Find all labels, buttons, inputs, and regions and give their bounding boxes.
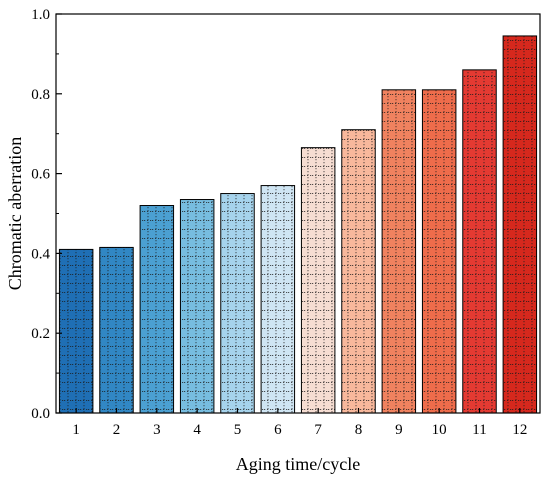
bar-6 — [260, 185, 296, 414]
bar-3 — [139, 205, 175, 414]
x-tick-label: 1 — [72, 422, 80, 438]
x-tick-label: 11 — [472, 422, 486, 438]
bar-7 — [300, 147, 336, 414]
bar-1 — [58, 248, 94, 414]
x-tick-label: 2 — [113, 422, 121, 438]
x-tick-label: 4 — [193, 422, 201, 438]
bar-10 — [421, 89, 457, 414]
x-tick-label: 9 — [395, 422, 403, 438]
y-tick-label: 0.2 — [31, 326, 50, 342]
x-axis-title: Aging time/cycle — [236, 454, 360, 474]
bar-8 — [341, 129, 376, 414]
bar-9 — [381, 89, 417, 414]
x-tick-label: 8 — [355, 422, 363, 438]
y-tick-label: 0.4 — [31, 246, 50, 262]
bar-12 — [502, 35, 538, 414]
y-tick-label: 0.0 — [31, 406, 50, 422]
bar-11 — [462, 69, 497, 414]
x-tick-label: 12 — [512, 422, 527, 438]
bar-5 — [220, 193, 255, 414]
bars-group — [58, 35, 538, 414]
x-axis: 1 2 3 4 5 6 7 8 9 10 11 12 — [72, 408, 527, 438]
y-tick-label: 1.0 — [31, 7, 50, 23]
x-tick-label: 7 — [314, 422, 322, 438]
x-tick-label: 10 — [432, 422, 447, 438]
y-tick-label: 0.8 — [31, 87, 50, 103]
x-tick-label: 5 — [234, 422, 242, 438]
x-tick-label: 3 — [153, 422, 161, 438]
bar-2 — [99, 246, 134, 414]
bar-4 — [179, 199, 215, 414]
y-axis: 0.0 0.2 0.4 0.6 0.8 1.0 — [31, 7, 62, 422]
x-tick-label: 6 — [274, 422, 282, 438]
y-axis-title: Chromatic aberration — [5, 137, 25, 290]
y-tick-label: 0.6 — [31, 167, 50, 183]
